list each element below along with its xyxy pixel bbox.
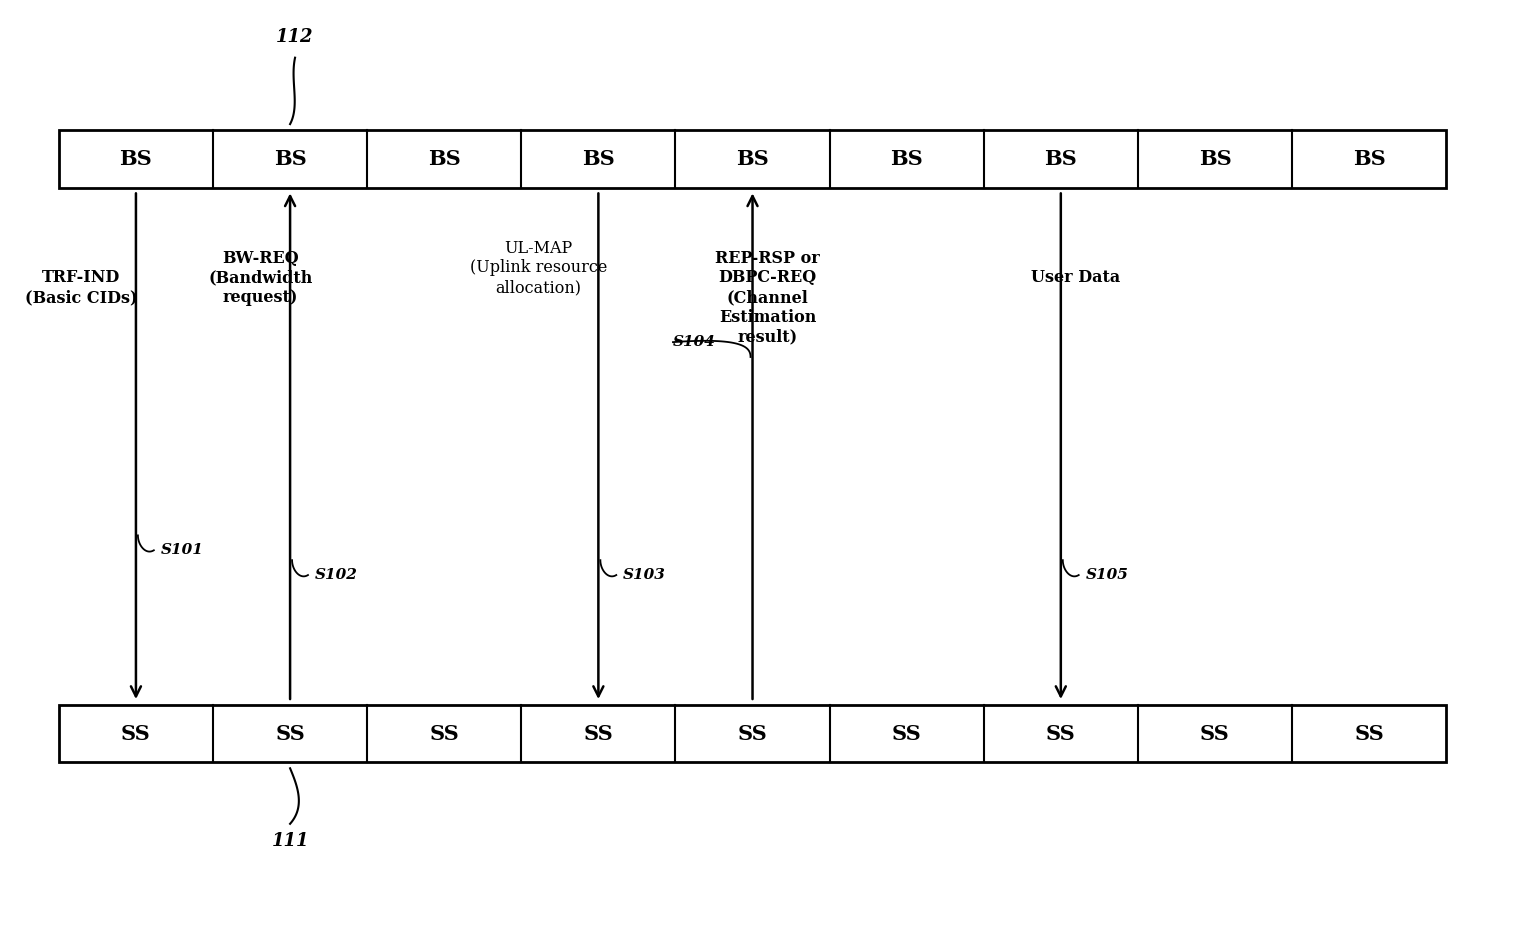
Text: SS: SS [1354,724,1384,743]
Text: BS: BS [890,149,923,168]
Text: SS: SS [891,724,921,743]
Text: SS: SS [275,724,306,743]
Text: BS: BS [737,149,769,168]
Text: BS: BS [1044,149,1077,168]
Text: S101: S101 [160,543,204,557]
Text: 111: 111 [271,832,309,850]
Text: S105: S105 [1086,568,1129,582]
Bar [59,130,1446,187]
Text: BS: BS [583,149,614,168]
Text: UL-MAP
(Uplink resource
allocation): UL-MAP (Uplink resource allocation) [471,240,607,296]
Text: S102: S102 [315,568,357,582]
Text: BS: BS [428,149,460,168]
Text: TRF-IND
(Basic CIDs): TRF-IND (Basic CIDs) [26,270,138,306]
Text: BS: BS [274,149,307,168]
Text: SS: SS [1045,724,1076,743]
Text: BS: BS [1353,149,1386,168]
Text: S104: S104 [673,335,716,349]
Text: SS: SS [430,724,458,743]
Text: SS: SS [1200,724,1230,743]
Text: REP-RSP or
DBPC-REQ
(Channel
Estimation
result): REP-RSP or DBPC-REQ (Channel Estimation … [716,250,820,345]
Bar [59,705,1446,762]
Text: 112: 112 [277,28,313,46]
Text: S103: S103 [623,568,666,582]
Text: BS: BS [120,149,153,168]
Text: BW-REQ
(Bandwidth
request): BW-REQ (Bandwidth request) [209,250,313,306]
Text: User Data: User Data [1030,270,1120,286]
Text: BS: BS [1198,149,1232,168]
Text: SS: SS [738,724,767,743]
Text: SS: SS [121,724,151,743]
Text: SS: SS [584,724,613,743]
